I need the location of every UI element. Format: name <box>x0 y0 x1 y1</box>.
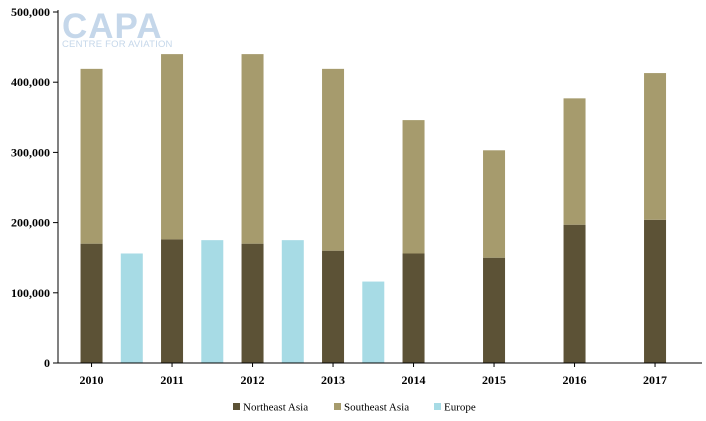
x-tick-label: 2012 <box>241 373 265 387</box>
bar-northeast-asia <box>483 257 506 363</box>
bar-southeast-asia <box>483 150 506 258</box>
x-tick-label: 2014 <box>402 373 426 387</box>
y-axis: 0 100,000 200,000 300,000 400,000 500,000 <box>11 5 59 370</box>
x-tick-label: 2017 <box>643 373 667 387</box>
legend-swatch <box>233 403 240 410</box>
bar-northeast-asia <box>241 243 264 363</box>
bars <box>80 54 667 363</box>
bar-northeast-asia <box>322 250 345 363</box>
x-tick-label: 2016 <box>563 373 587 387</box>
bar-southeast-asia <box>80 68 103 244</box>
bar-europe <box>362 281 385 363</box>
bar-southeast-asia <box>322 68 345 251</box>
y-tick-label: 0 <box>44 356 50 370</box>
y-tick-label: 300,000 <box>11 145 50 159</box>
y-tick-label: 500,000 <box>11 5 50 19</box>
bar-northeast-asia <box>80 243 103 363</box>
y-tick-label: 400,000 <box>11 75 50 89</box>
logo-name: CAPA <box>62 7 163 46</box>
bar-europe <box>281 240 304 363</box>
bar-northeast-asia <box>161 239 184 363</box>
bar-northeast-asia <box>402 253 425 363</box>
bar-northeast-asia <box>644 219 667 363</box>
legend-label: Europe <box>444 402 476 414</box>
y-tick-label: 100,000 <box>11 286 50 300</box>
legend-label: Northeast Asia <box>243 402 308 414</box>
legend: Northeast Asia Southeast Asia Europe <box>233 402 476 414</box>
legend-label: Southeast Asia <box>344 402 409 414</box>
capa-logo: CAPA CENTRE FOR AVIATION <box>62 7 173 50</box>
bar-southeast-asia <box>241 54 264 244</box>
bar-europe <box>120 253 143 363</box>
bar-southeast-asia <box>402 120 425 254</box>
legend-swatch <box>434 403 441 410</box>
x-tick-label: 2015 <box>482 373 506 387</box>
bar-northeast-asia <box>563 224 586 363</box>
bar-southeast-asia <box>161 54 184 240</box>
bar-europe <box>201 240 224 363</box>
y-tick-label: 200,000 <box>11 216 50 230</box>
legend-swatch <box>334 403 341 410</box>
x-tick-label: 2010 <box>80 373 104 387</box>
bar-southeast-asia <box>644 73 667 220</box>
x-tick-label: 2011 <box>160 373 183 387</box>
bar-southeast-asia <box>563 98 586 225</box>
x-tick-label: 2013 <box>321 373 345 387</box>
logo-tagline: CENTRE FOR AVIATION <box>62 39 173 50</box>
x-axis: 2010 2011 2012 2013 2014 2015 2016 2017 <box>58 362 702 387</box>
